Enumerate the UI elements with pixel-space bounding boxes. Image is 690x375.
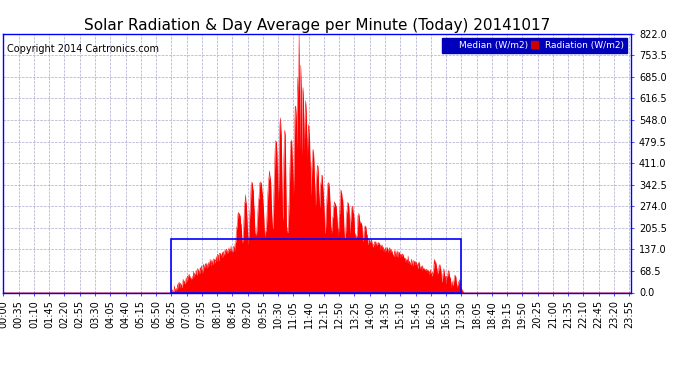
Bar — [171, 238, 462, 292]
Text: Copyright 2014 Cartronics.com: Copyright 2014 Cartronics.com — [7, 44, 159, 54]
Title: Solar Radiation & Day Average per Minute (Today) 20141017: Solar Radiation & Day Average per Minute… — [84, 18, 551, 33]
Legend: Median (W/m2), Radiation (W/m2): Median (W/m2), Radiation (W/m2) — [442, 38, 627, 53]
